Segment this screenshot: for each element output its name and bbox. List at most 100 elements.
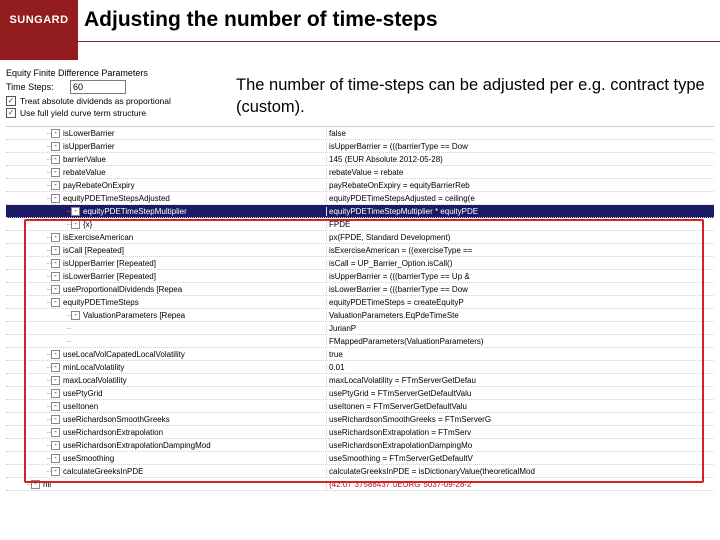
time-steps-row: Time Steps: [6, 80, 224, 94]
expander-icon[interactable]: - [51, 350, 60, 359]
checkbox-icon[interactable]: ✓ [6, 108, 16, 118]
tree-row-left: ··· -calculateGreeksInPDE [6, 467, 326, 476]
expander-icon[interactable]: - [31, 480, 40, 489]
description-text: The number of time-steps can be adjusted… [236, 74, 710, 119]
tree-row-left: ··· [6, 324, 326, 333]
tree-node-label: usePtyGrid [63, 389, 103, 398]
tree-row[interactable]: ··· -useLocalVolCapatedLocalVolatilitytr… [6, 348, 714, 361]
tree-row[interactable]: ··· -equityPDETimeStepMultiplierequityPD… [6, 205, 714, 218]
tree-node-value: equityPDETimeStepMultiplier * equityPDE [326, 207, 714, 216]
tree-row-left: ··· -useProportionalDividends [Repea [6, 285, 326, 294]
tree-node-value: FMappedParameters(ValuationParameters) [326, 337, 714, 346]
expander-icon[interactable]: - [51, 415, 60, 424]
check-icon: ✓ [8, 109, 15, 117]
tree-node-value: useRichardsonExtrapolationDampingMo [326, 441, 714, 450]
tree-row[interactable]: ··· -useSmoothinguseSmoothing = FTmServe… [6, 452, 714, 465]
tree-node-value: isLowerBarrier = (((barrierType == Dow [326, 285, 714, 294]
tree-row-left: ··· -barrierValue [6, 155, 326, 164]
tree-node-label: minLocalVolatility [63, 363, 124, 372]
time-steps-input[interactable] [70, 80, 126, 94]
expander-icon[interactable]: - [51, 402, 60, 411]
tree-row[interactable]: ··· -useItonenuseItonen = FTmServerGetDe… [6, 400, 714, 413]
tree-view[interactable]: ··· -isLowerBarrierfalse··· -isUpperBarr… [6, 126, 714, 491]
checkbox-row-1[interactable]: ✓ Treat absolute dividends as proportion… [6, 96, 224, 106]
tree-node-label: payRebateOnExpiry [63, 181, 135, 190]
tree-row-left: ··· -isUpperBarrier [6, 142, 326, 151]
tree-row-left: ··· [6, 337, 326, 346]
tree-row-left: ··· -equityPDETimeStepMultiplier [6, 207, 326, 216]
tree-node-value: useRichardsonExtrapolation = FTmServ [326, 428, 714, 437]
description-column: The number of time-steps can be adjusted… [230, 60, 720, 120]
tree-node-label: isLowerBarrier [Repeated] [63, 272, 156, 281]
title-area: Adjusting the number of time-steps [78, 0, 720, 41]
expander-icon[interactable]: - [51, 168, 60, 177]
tree-row[interactable]: ··· -equityPDETimeStepsAdjustedequityPDE… [6, 192, 714, 205]
tree-row[interactable]: ··· -{x}FPDE [6, 218, 714, 231]
checkbox-row-2[interactable]: ✓ Use full yield curve term structure [6, 108, 224, 118]
tree-node-value: isExerciseAmerican = ((exerciseType == [326, 246, 714, 255]
expander-icon[interactable]: - [51, 363, 60, 372]
tree-row-left: ··· -useRichardsonExtrapolationDampingMo… [6, 441, 326, 450]
tree-node-label: ValuationParameters [Repea [83, 311, 185, 320]
tree-row[interactable]: ··· -barrierValue145 (EUR Absolute 2012-… [6, 153, 714, 166]
expander-icon[interactable]: - [71, 311, 80, 320]
tree-row[interactable]: ··· -usePtyGridusePtyGrid = FTmServerGet… [6, 387, 714, 400]
tree-row[interactable]: ··· -nil{42:07"37588437"0EURG"5037-09-28… [6, 478, 714, 491]
tree-row-left: ··· -useRichardsonSmoothGreeks [6, 415, 326, 424]
tree-node-label: equityPDETimeStepMultiplier [83, 207, 187, 216]
tree-row[interactable]: ··· -isLowerBarrierfalse [6, 127, 714, 140]
expander-icon[interactable]: - [51, 233, 60, 242]
tree-row[interactable]: ··· -useRichardsonExtrapolationuseRichar… [6, 426, 714, 439]
tree-row[interactable]: ··· -maxLocalVolatilitymaxLocalVolatilit… [6, 374, 714, 387]
tree-row[interactable]: ··· -payRebateOnExpirypayRebateOnExpiry … [6, 179, 714, 192]
expander-icon[interactable]: - [51, 285, 60, 294]
tree-row[interactable]: ··· -isUpperBarrier [Repeated]isCall = U… [6, 257, 714, 270]
expander-icon[interactable]: - [51, 441, 60, 450]
tree-row[interactable]: ··· -isExerciseAmericanpx(FPDE, Standard… [6, 231, 714, 244]
expander-icon[interactable]: - [51, 129, 60, 138]
tree-row-left: ··· -payRebateOnExpiry [6, 181, 326, 190]
expander-icon[interactable]: - [71, 220, 80, 229]
expander-icon[interactable]: - [51, 389, 60, 398]
expander-icon[interactable]: - [51, 428, 60, 437]
expander-icon[interactable]: - [51, 155, 60, 164]
tree-row[interactable]: ··· -isUpperBarrierisUpperBarrier = (((b… [6, 140, 714, 153]
tree-row[interactable]: ··· -useRichardsonExtrapolationDampingMo… [6, 439, 714, 452]
expander-icon[interactable]: - [71, 207, 80, 216]
tree-row[interactable]: ··· JurianP [6, 322, 714, 335]
tree-connector: ··· [66, 324, 71, 333]
checkbox-icon[interactable]: ✓ [6, 96, 16, 106]
content-row: Equity Finite Difference Parameters Time… [0, 60, 720, 120]
tree-row[interactable]: ··· -minLocalVolatility0.01 [6, 361, 714, 374]
expander-icon[interactable]: - [51, 194, 60, 203]
tree-row[interactable]: ··· -isLowerBarrier [Repeated]isUpperBar… [6, 270, 714, 283]
tree-node-label: isExerciseAmerican [63, 233, 133, 242]
expander-icon[interactable]: - [51, 181, 60, 190]
tree-row-left: ··· -useSmoothing [6, 454, 326, 463]
tree-row-left: ··· -isUpperBarrier [Repeated] [6, 259, 326, 268]
tree-node-value: calculateGreeksInPDE = isDictionaryValue… [326, 467, 714, 476]
tree-node-label: useLocalVolCapatedLocalVolatility [63, 350, 185, 359]
expander-icon[interactable]: - [51, 454, 60, 463]
checkbox-label-1: Treat absolute dividends as proportional [20, 96, 171, 106]
page-title: Adjusting the number of time-steps [84, 8, 438, 32]
expander-icon[interactable]: - [51, 272, 60, 281]
tree-row[interactable]: ··· -isCall [Repeated]isExerciseAmerican… [6, 244, 714, 257]
tree-node-label: useRichardsonExtrapolation [63, 428, 163, 437]
tree-row[interactable]: ··· FMappedParameters(ValuationParameter… [6, 335, 714, 348]
expander-icon[interactable]: - [51, 142, 60, 151]
tree-row[interactable]: ··· -calculateGreeksInPDEcalculateGreeks… [6, 465, 714, 478]
tree-row[interactable]: ··· -useRichardsonSmoothGreeksuseRichard… [6, 413, 714, 426]
tree-row[interactable]: ··· -ValuationParameters [RepeaValuation… [6, 309, 714, 322]
tree-node-value: usePtyGrid = FTmServerGetDefaultValu [326, 389, 714, 398]
expander-icon[interactable]: - [51, 246, 60, 255]
check-icon: ✓ [8, 97, 15, 105]
expander-icon[interactable]: - [51, 467, 60, 476]
tree-node-value: JurianP [326, 324, 714, 333]
expander-icon[interactable]: - [51, 298, 60, 307]
tree-row[interactable]: ··· -useProportionalDividends [RepeaisLo… [6, 283, 714, 296]
tree-row[interactable]: ··· -rebateValuerebateValue = rebate [6, 166, 714, 179]
expander-icon[interactable]: - [51, 259, 60, 268]
expander-icon[interactable]: - [51, 376, 60, 385]
tree-row[interactable]: ··· -equityPDETimeStepsequityPDETimeStep… [6, 296, 714, 309]
